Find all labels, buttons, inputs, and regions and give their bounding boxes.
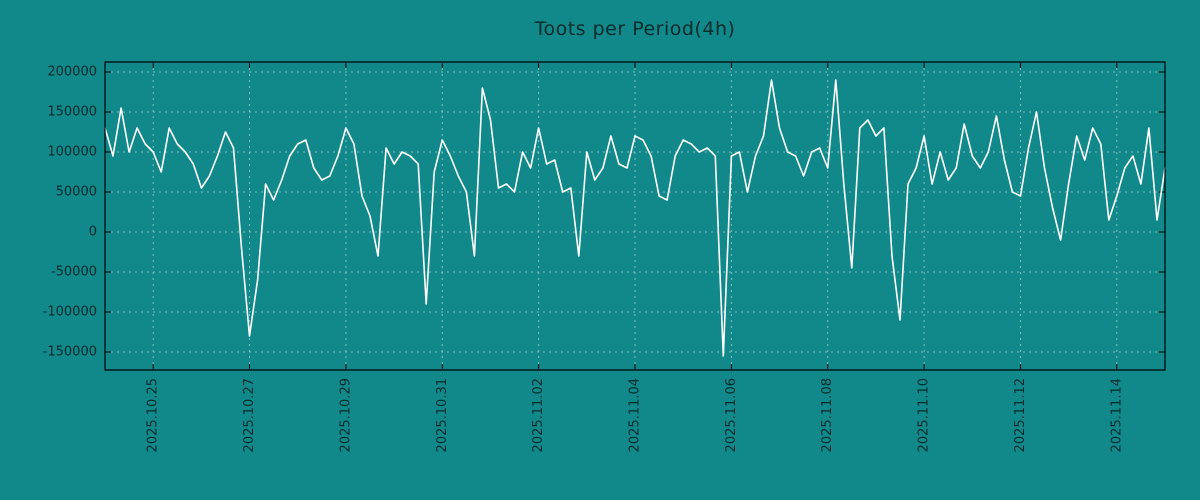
- x-tick-label: 2025.11.08: [820, 378, 835, 452]
- y-tick-label: 150000: [47, 105, 97, 120]
- data-series-line: [104, 79, 1166, 357]
- plot-border: [104, 61, 1166, 371]
- x-tick-label: 2025.11.06: [724, 378, 739, 452]
- y-tick-label: -50000: [51, 265, 97, 280]
- x-tick-label: 2025.11.04: [628, 378, 643, 452]
- y-tick-label: 200000: [47, 65, 97, 80]
- x-tick-label: 2025.10.31: [435, 378, 450, 452]
- chart-title: Toots per Period(4h): [534, 18, 736, 40]
- y-tick-label: 0: [89, 225, 97, 240]
- x-tick-label: 2025.10.25: [146, 378, 161, 452]
- x-tick-label: 2025.10.27: [242, 378, 257, 452]
- x-tick-label: 2025.11.12: [1013, 378, 1028, 452]
- y-tick-label: -150000: [43, 345, 97, 360]
- x-tick-label: 2025.10.29: [338, 378, 353, 452]
- x-tick-label: 2025.11.02: [531, 378, 546, 452]
- y-tick-label: 50000: [56, 185, 97, 200]
- x-tick-label: 2025.11.14: [1109, 378, 1124, 452]
- y-tick-label: -100000: [43, 305, 97, 320]
- y-tick-label: 100000: [47, 145, 97, 160]
- x-tick-label: 2025.11.10: [917, 378, 932, 452]
